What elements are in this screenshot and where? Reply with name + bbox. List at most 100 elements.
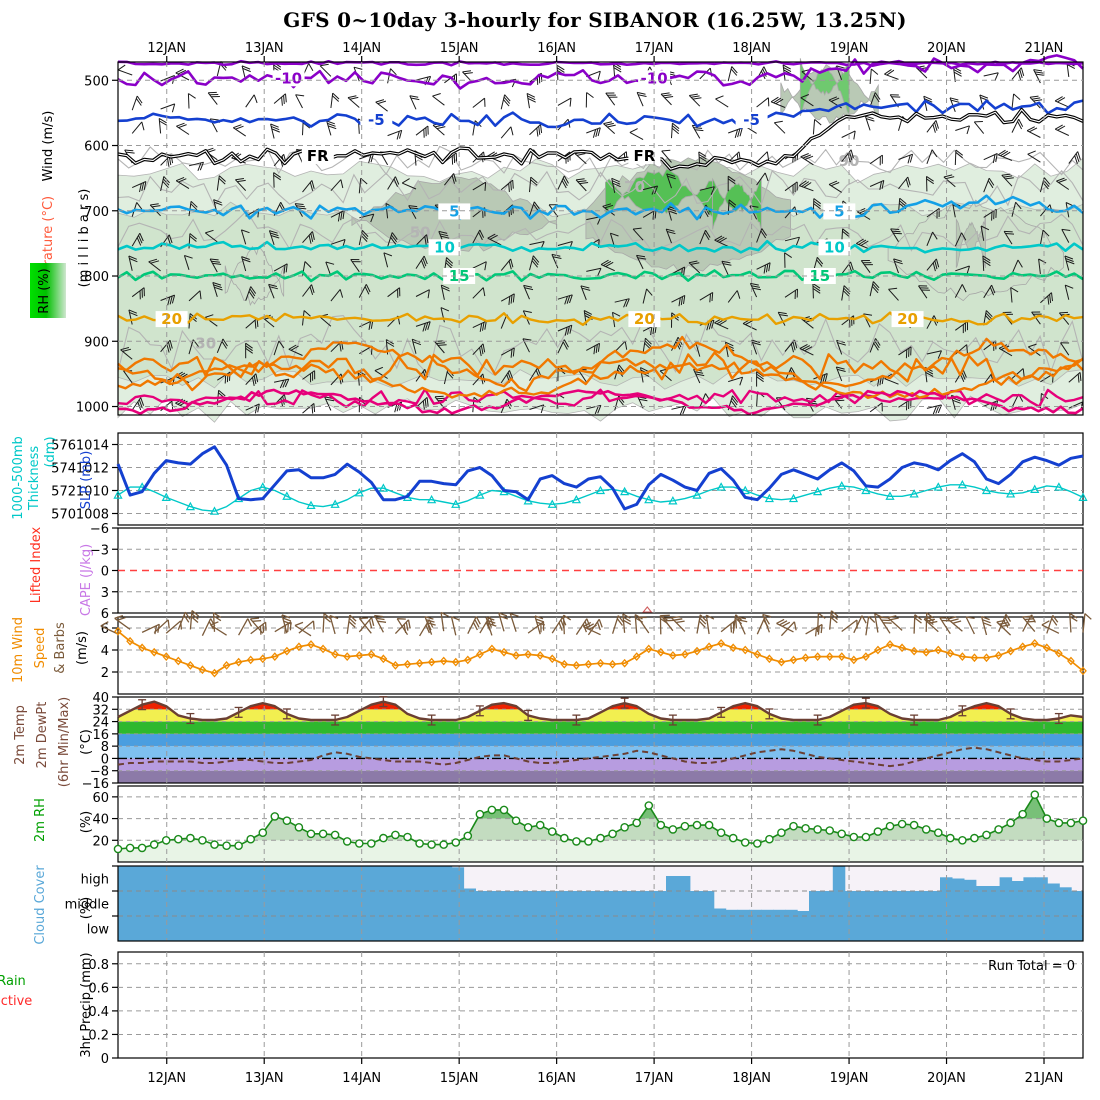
isotherm-label: 20 [897,310,918,328]
wind-barb [209,258,218,273]
wind-barb [326,120,332,136]
wind-barb [614,298,630,303]
wind-barb-flag [891,230,901,233]
wind-barb [294,624,312,637]
wind-barb-flag [691,95,700,98]
wind-speed-marker [910,646,918,656]
thickness-marker [330,499,340,508]
wind-barb [926,404,942,409]
cloud-bar [380,891,393,916]
wind-barb-flag [222,338,228,347]
rh2m-marker [837,829,847,839]
wind-barb-flag [675,620,685,624]
wind-barb-flag [1043,177,1051,185]
wind-barb [387,129,402,137]
isotherm-line-inner [117,109,1084,170]
wind-barb-flag [375,99,385,103]
cloud-bar [296,916,310,941]
wind-barb [996,621,1012,636]
cloud-bar [296,866,310,891]
cloud-bar [141,866,155,891]
cloud-bar [606,916,619,941]
wind-barb [777,312,786,326]
wind-barb [100,625,119,635]
rh2m-marker [535,820,545,830]
wind-barb-flag [762,68,767,77]
wind-barb-flag [479,347,482,357]
wind-barb-flag [422,257,427,267]
wind-barb-flag [178,178,187,183]
thickness-marker [668,495,678,505]
wind-barb-flag [671,314,679,321]
cloud-bar [999,891,1013,916]
rh2m-marker [1054,818,1064,828]
wind-barb-flag [585,623,595,629]
cloud-bar [201,891,214,916]
wind-barb-flag [120,347,130,351]
wind-barb [472,320,487,329]
wind-barb-flag [899,200,907,207]
wind-barb [148,261,161,272]
wind-barb [751,339,758,355]
wind-barb-flag [143,181,147,190]
wind-barb-flag [527,97,536,103]
wind-barb-flag [295,203,304,205]
wind-speed-marker [150,647,159,657]
wind-barb [1054,100,1070,108]
wind-barb-flag [982,258,991,264]
wind-barb-flag [1018,118,1024,127]
wind-barb-flag [693,127,703,129]
wind-barb-flag [879,181,882,190]
wind-barb-flag [982,619,991,624]
wind-barb-flag [704,232,710,241]
wind-barb-flag [595,128,599,138]
wind-barb-flag [694,129,704,132]
wind-barb-flag [162,178,170,186]
wind-barb-flag [313,403,316,413]
wind-barb-flag [151,205,161,208]
wind-barb-flag [462,70,472,73]
wind-barb-flag [311,284,315,293]
wind-speed-marker [946,648,955,658]
wind-barb-flag [556,67,565,73]
wind-speed-marker [283,646,291,656]
thickness-tick-label: 570 [51,508,76,523]
wind-speed-marker [343,652,352,661]
cloud-bar [177,866,191,891]
wind-barb [661,150,672,163]
wind-barb-flag [408,205,418,208]
wind-barb [347,97,360,108]
wind-barb-flag [645,337,652,345]
wind-speed-marker [958,652,967,661]
wind-barb-flag [610,232,619,237]
wind-barb-flag [1019,69,1023,79]
wind-barb [141,623,160,633]
wind-barb-flag [162,180,169,189]
cloud-bar [963,916,977,941]
y-tick-label: 600 [84,140,109,155]
cloud-bar [225,916,238,941]
wind-barb-flag [486,619,496,624]
wind-barb-flag [962,369,967,378]
wind-barb [385,203,389,219]
wind-barb-flag [563,339,569,348]
wind-barb [699,291,713,301]
wind-barb [640,367,644,383]
wind-barb-flag [999,621,1008,625]
wind-barb-flag [597,268,602,277]
wind-barb-flag [136,95,143,104]
wind-barb-flag [813,203,821,210]
wind-barb-flag [935,258,940,268]
wind-barb-flag [129,311,138,317]
thickness-marker [282,491,292,500]
run-total-label: Run Total = 0 [988,959,1075,974]
rh2m-marker [921,825,931,834]
wind-barb [523,285,530,300]
wind-barb-flag [586,618,591,627]
wind-barb-flag [934,260,938,270]
date-label-bottom: 15JAN [440,1071,479,1086]
cloud-bar [213,891,226,916]
wind-barb [330,289,341,302]
rh2m-marker [137,843,147,853]
wind-barb [1054,128,1070,136]
